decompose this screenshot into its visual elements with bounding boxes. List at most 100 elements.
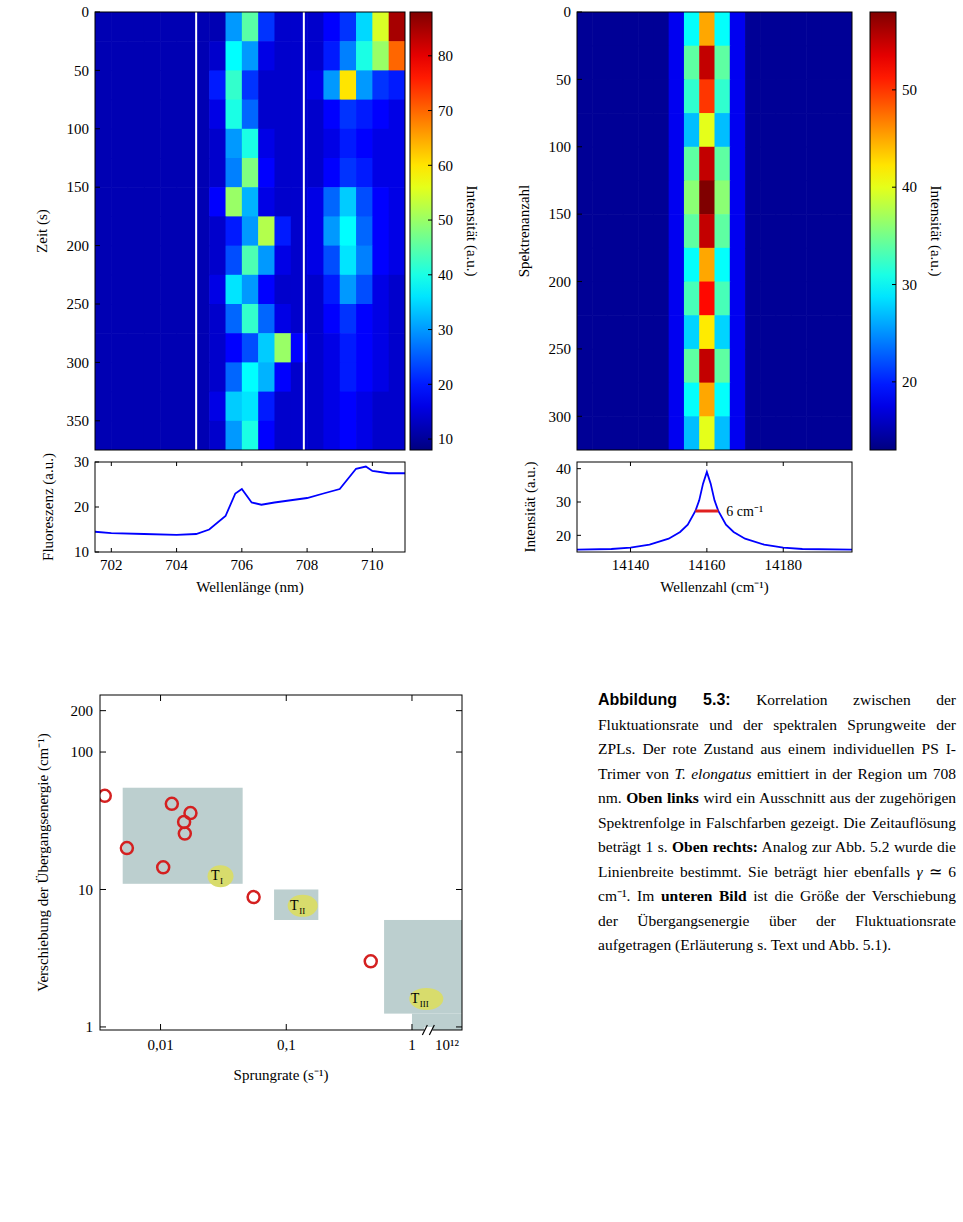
heatmap-cell (730, 383, 746, 417)
heatmap-cell (128, 362, 145, 392)
heatmap-cell (653, 383, 669, 417)
heatmap-cell (638, 383, 654, 417)
heatmap-cell (684, 214, 700, 248)
tick-label: 350 (67, 413, 90, 429)
colorbar-tick (428, 439, 432, 440)
heatmap-cell (274, 392, 291, 422)
heatmap-cell (730, 349, 746, 383)
region-badge (409, 988, 443, 1010)
heatmap-cell (638, 248, 654, 282)
heatmap-cell (699, 416, 715, 450)
tick (111, 462, 112, 466)
heatmap-cell (340, 275, 357, 305)
colorbar-tick (428, 220, 432, 221)
heatmap-cell (372, 187, 389, 217)
heatmap-cell (144, 304, 161, 334)
heatmap-cell (95, 246, 112, 276)
frame (95, 12, 405, 450)
colorbar-title: Intensität (a.u.) (927, 185, 944, 276)
heatmap-cell (776, 79, 792, 113)
heatmap-cell (177, 158, 194, 188)
heatmap-cell (111, 246, 128, 276)
heatmap-cell (837, 349, 852, 383)
heatmap-cell (699, 248, 715, 282)
heatmap-cell (128, 246, 145, 276)
heatmap-cell (389, 41, 405, 71)
heatmap-cell (323, 100, 340, 130)
caption-run: T. elongatus (675, 765, 752, 782)
tick-label: 30 (74, 454, 89, 470)
tick-label: 50 (556, 72, 571, 88)
axis-title: Zeit (s) (34, 209, 51, 253)
heatmap-cell (715, 349, 731, 383)
heatmap-cell (372, 362, 389, 392)
heatmap-cell (760, 113, 776, 147)
frame (577, 12, 852, 450)
heatmap-cell (389, 129, 405, 159)
heatmap-cell (623, 180, 639, 214)
tick (160, 695, 161, 701)
heatmap-cell (356, 304, 373, 334)
frame (577, 462, 852, 552)
heatmap-cell (95, 129, 112, 159)
heatmap-cell (144, 246, 161, 276)
tick (577, 416, 582, 417)
heatmap-cell (258, 304, 275, 334)
heatmap-cell (323, 246, 340, 276)
tick (95, 304, 100, 305)
tick-label: 40 (556, 461, 571, 477)
tick-label: 1 (86, 1019, 94, 1035)
colorbar-tick (428, 274, 432, 275)
heatmap-cell (806, 282, 822, 316)
heatmap-cell (209, 392, 226, 422)
region-label: TII (290, 898, 305, 916)
heatmap-cell (128, 392, 145, 422)
heatmap-cell (291, 362, 308, 392)
heatmap-cell (715, 383, 731, 417)
heatmap-cell (291, 421, 308, 450)
heatmap-cell (177, 129, 194, 159)
heatmap-cell (372, 392, 389, 422)
heatmap-cell (340, 304, 357, 334)
heatmap-cell (791, 416, 807, 450)
heatmap-cell (389, 421, 405, 450)
heatmap-cell (111, 275, 128, 305)
heatmap-cell (760, 180, 776, 214)
heatmap-cell (837, 46, 852, 80)
heatmap-cell (730, 416, 746, 450)
heatmap-cell (638, 147, 654, 181)
heatmap-cell (177, 246, 194, 276)
tick (95, 507, 99, 508)
heatmap-cell (144, 12, 161, 42)
heatmap-cell (623, 349, 639, 383)
heatmap-cell (226, 70, 243, 100)
heatmap-cell (389, 304, 405, 334)
heatmap-cell (291, 158, 308, 188)
heatmap-cell (242, 70, 259, 100)
heatmap-cell (577, 214, 593, 248)
heatmap-cell (623, 147, 639, 181)
heatmap-cell (291, 216, 308, 246)
heatmap-cell (806, 12, 822, 46)
tick (95, 187, 100, 188)
plot-area (100, 788, 462, 1030)
heatmap-cell (160, 216, 177, 246)
axis-title: Sprungrate (s⁻¹) (234, 1067, 329, 1084)
heatmap-cell (95, 12, 112, 42)
heatmap-cell (291, 392, 308, 422)
tick (630, 462, 631, 466)
point (365, 955, 377, 967)
point (179, 828, 191, 840)
heatmap-cell (653, 214, 669, 248)
heatmap-cell (177, 216, 194, 246)
heatmap-cell (592, 12, 608, 46)
tick (95, 128, 100, 129)
tick-label: 710 (361, 557, 384, 573)
heatmap-cell (258, 392, 275, 422)
tick (95, 362, 100, 363)
heatmap-cell (715, 282, 731, 316)
heatmap-cell (95, 41, 112, 71)
heatmap-cell (372, 70, 389, 100)
heatmap-cell (258, 70, 275, 100)
heatmap-cell (577, 79, 593, 113)
